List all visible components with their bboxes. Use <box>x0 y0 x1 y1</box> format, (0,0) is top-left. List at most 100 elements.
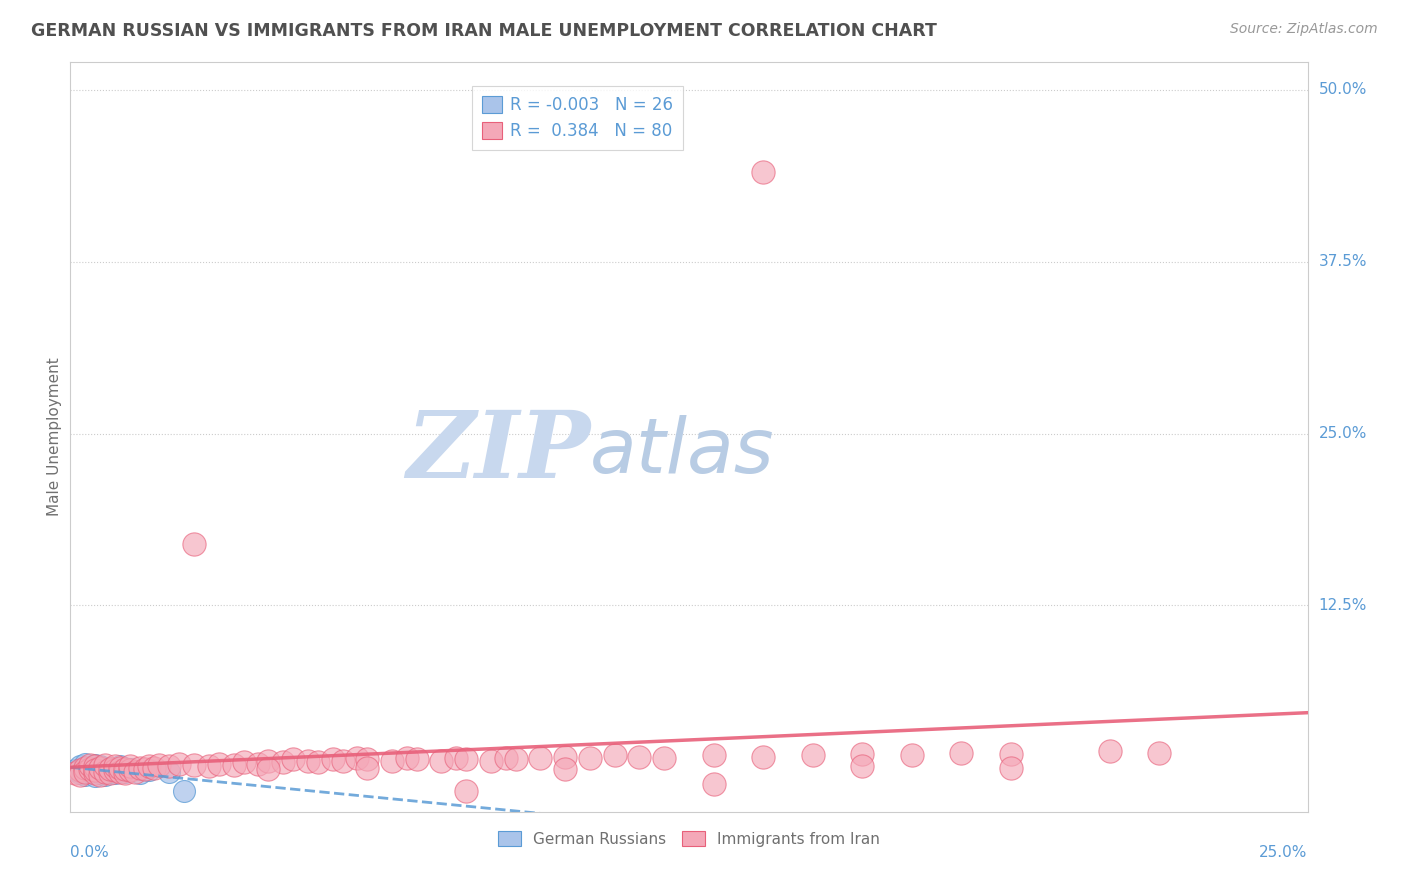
Point <box>75 756 97 771</box>
Point <box>69 767 91 781</box>
Point <box>79 762 101 776</box>
Text: ZIP: ZIP <box>406 407 591 497</box>
Point <box>108 764 131 779</box>
Point <box>247 756 270 771</box>
Point <box>950 746 973 760</box>
Point <box>395 751 418 765</box>
Point <box>84 758 107 772</box>
Point <box>801 748 824 763</box>
Point <box>89 761 111 775</box>
Point <box>124 764 146 779</box>
Point <box>89 759 111 773</box>
Point <box>297 754 319 768</box>
Point <box>98 761 121 775</box>
Point <box>652 751 675 765</box>
Point <box>75 767 97 781</box>
Point <box>143 761 166 775</box>
Point <box>89 767 111 781</box>
Point <box>118 759 141 773</box>
Text: 37.5%: 37.5% <box>1319 254 1367 269</box>
Point <box>529 751 551 765</box>
Text: atlas: atlas <box>591 415 775 489</box>
Point <box>104 759 127 773</box>
Point <box>94 762 117 776</box>
Point <box>84 759 107 773</box>
Point <box>75 762 97 776</box>
Point <box>75 761 97 775</box>
Text: 25.0%: 25.0% <box>1319 426 1367 442</box>
Point <box>356 761 378 775</box>
Text: 50.0%: 50.0% <box>1319 82 1367 97</box>
Point <box>851 747 873 761</box>
Point <box>84 769 107 783</box>
Point <box>69 766 91 780</box>
Point <box>208 756 231 771</box>
Point <box>84 764 107 778</box>
Point <box>257 762 280 776</box>
Point <box>65 766 87 780</box>
Point <box>900 748 922 763</box>
Point <box>108 761 131 775</box>
Point <box>134 762 156 776</box>
Point <box>128 766 150 780</box>
Point <box>183 536 205 550</box>
Text: 25.0%: 25.0% <box>1260 846 1308 861</box>
Point <box>84 766 107 780</box>
Point <box>118 764 141 778</box>
Point <box>104 766 127 780</box>
Point <box>1000 747 1022 761</box>
Point <box>307 756 329 770</box>
Point <box>183 758 205 772</box>
Point <box>118 762 141 776</box>
Point <box>104 764 127 778</box>
Point <box>84 764 107 778</box>
Point <box>98 764 121 779</box>
Point <box>75 764 97 779</box>
Point <box>114 766 136 780</box>
Point <box>405 752 427 766</box>
Point <box>222 758 245 772</box>
Point <box>138 759 160 773</box>
Point <box>703 748 725 763</box>
Point <box>703 777 725 791</box>
Point <box>69 759 91 773</box>
Point <box>89 766 111 780</box>
Point <box>94 758 117 772</box>
Point <box>232 756 254 770</box>
Point <box>430 754 453 768</box>
Point <box>157 764 180 779</box>
Point <box>752 165 775 179</box>
Point <box>98 766 121 780</box>
Y-axis label: Male Unemployment: Male Unemployment <box>46 358 62 516</box>
Point <box>456 752 478 766</box>
Text: GERMAN RUSSIAN VS IMMIGRANTS FROM IRAN MALE UNEMPLOYMENT CORRELATION CHART: GERMAN RUSSIAN VS IMMIGRANTS FROM IRAN M… <box>31 22 936 40</box>
Point <box>114 762 136 776</box>
Point <box>505 752 527 766</box>
Point <box>628 749 651 764</box>
Point <box>281 752 304 766</box>
Point <box>79 764 101 779</box>
Point <box>138 764 160 778</box>
Point <box>356 752 378 766</box>
Point <box>157 759 180 773</box>
Text: Source: ZipAtlas.com: Source: ZipAtlas.com <box>1230 22 1378 37</box>
Point <box>128 761 150 775</box>
Point <box>94 764 117 779</box>
Point <box>94 767 117 781</box>
Point <box>108 759 131 773</box>
Point <box>346 751 368 765</box>
Point <box>65 764 87 778</box>
Point <box>752 749 775 764</box>
Point <box>108 764 131 778</box>
Point <box>554 762 576 776</box>
Point <box>173 784 195 798</box>
Point <box>479 754 502 768</box>
Point <box>167 756 190 771</box>
Point <box>1000 761 1022 775</box>
Point <box>114 764 136 779</box>
Point <box>98 762 121 776</box>
Point <box>381 754 404 768</box>
Point <box>495 751 517 765</box>
Point <box>79 758 101 772</box>
Point <box>456 784 478 798</box>
